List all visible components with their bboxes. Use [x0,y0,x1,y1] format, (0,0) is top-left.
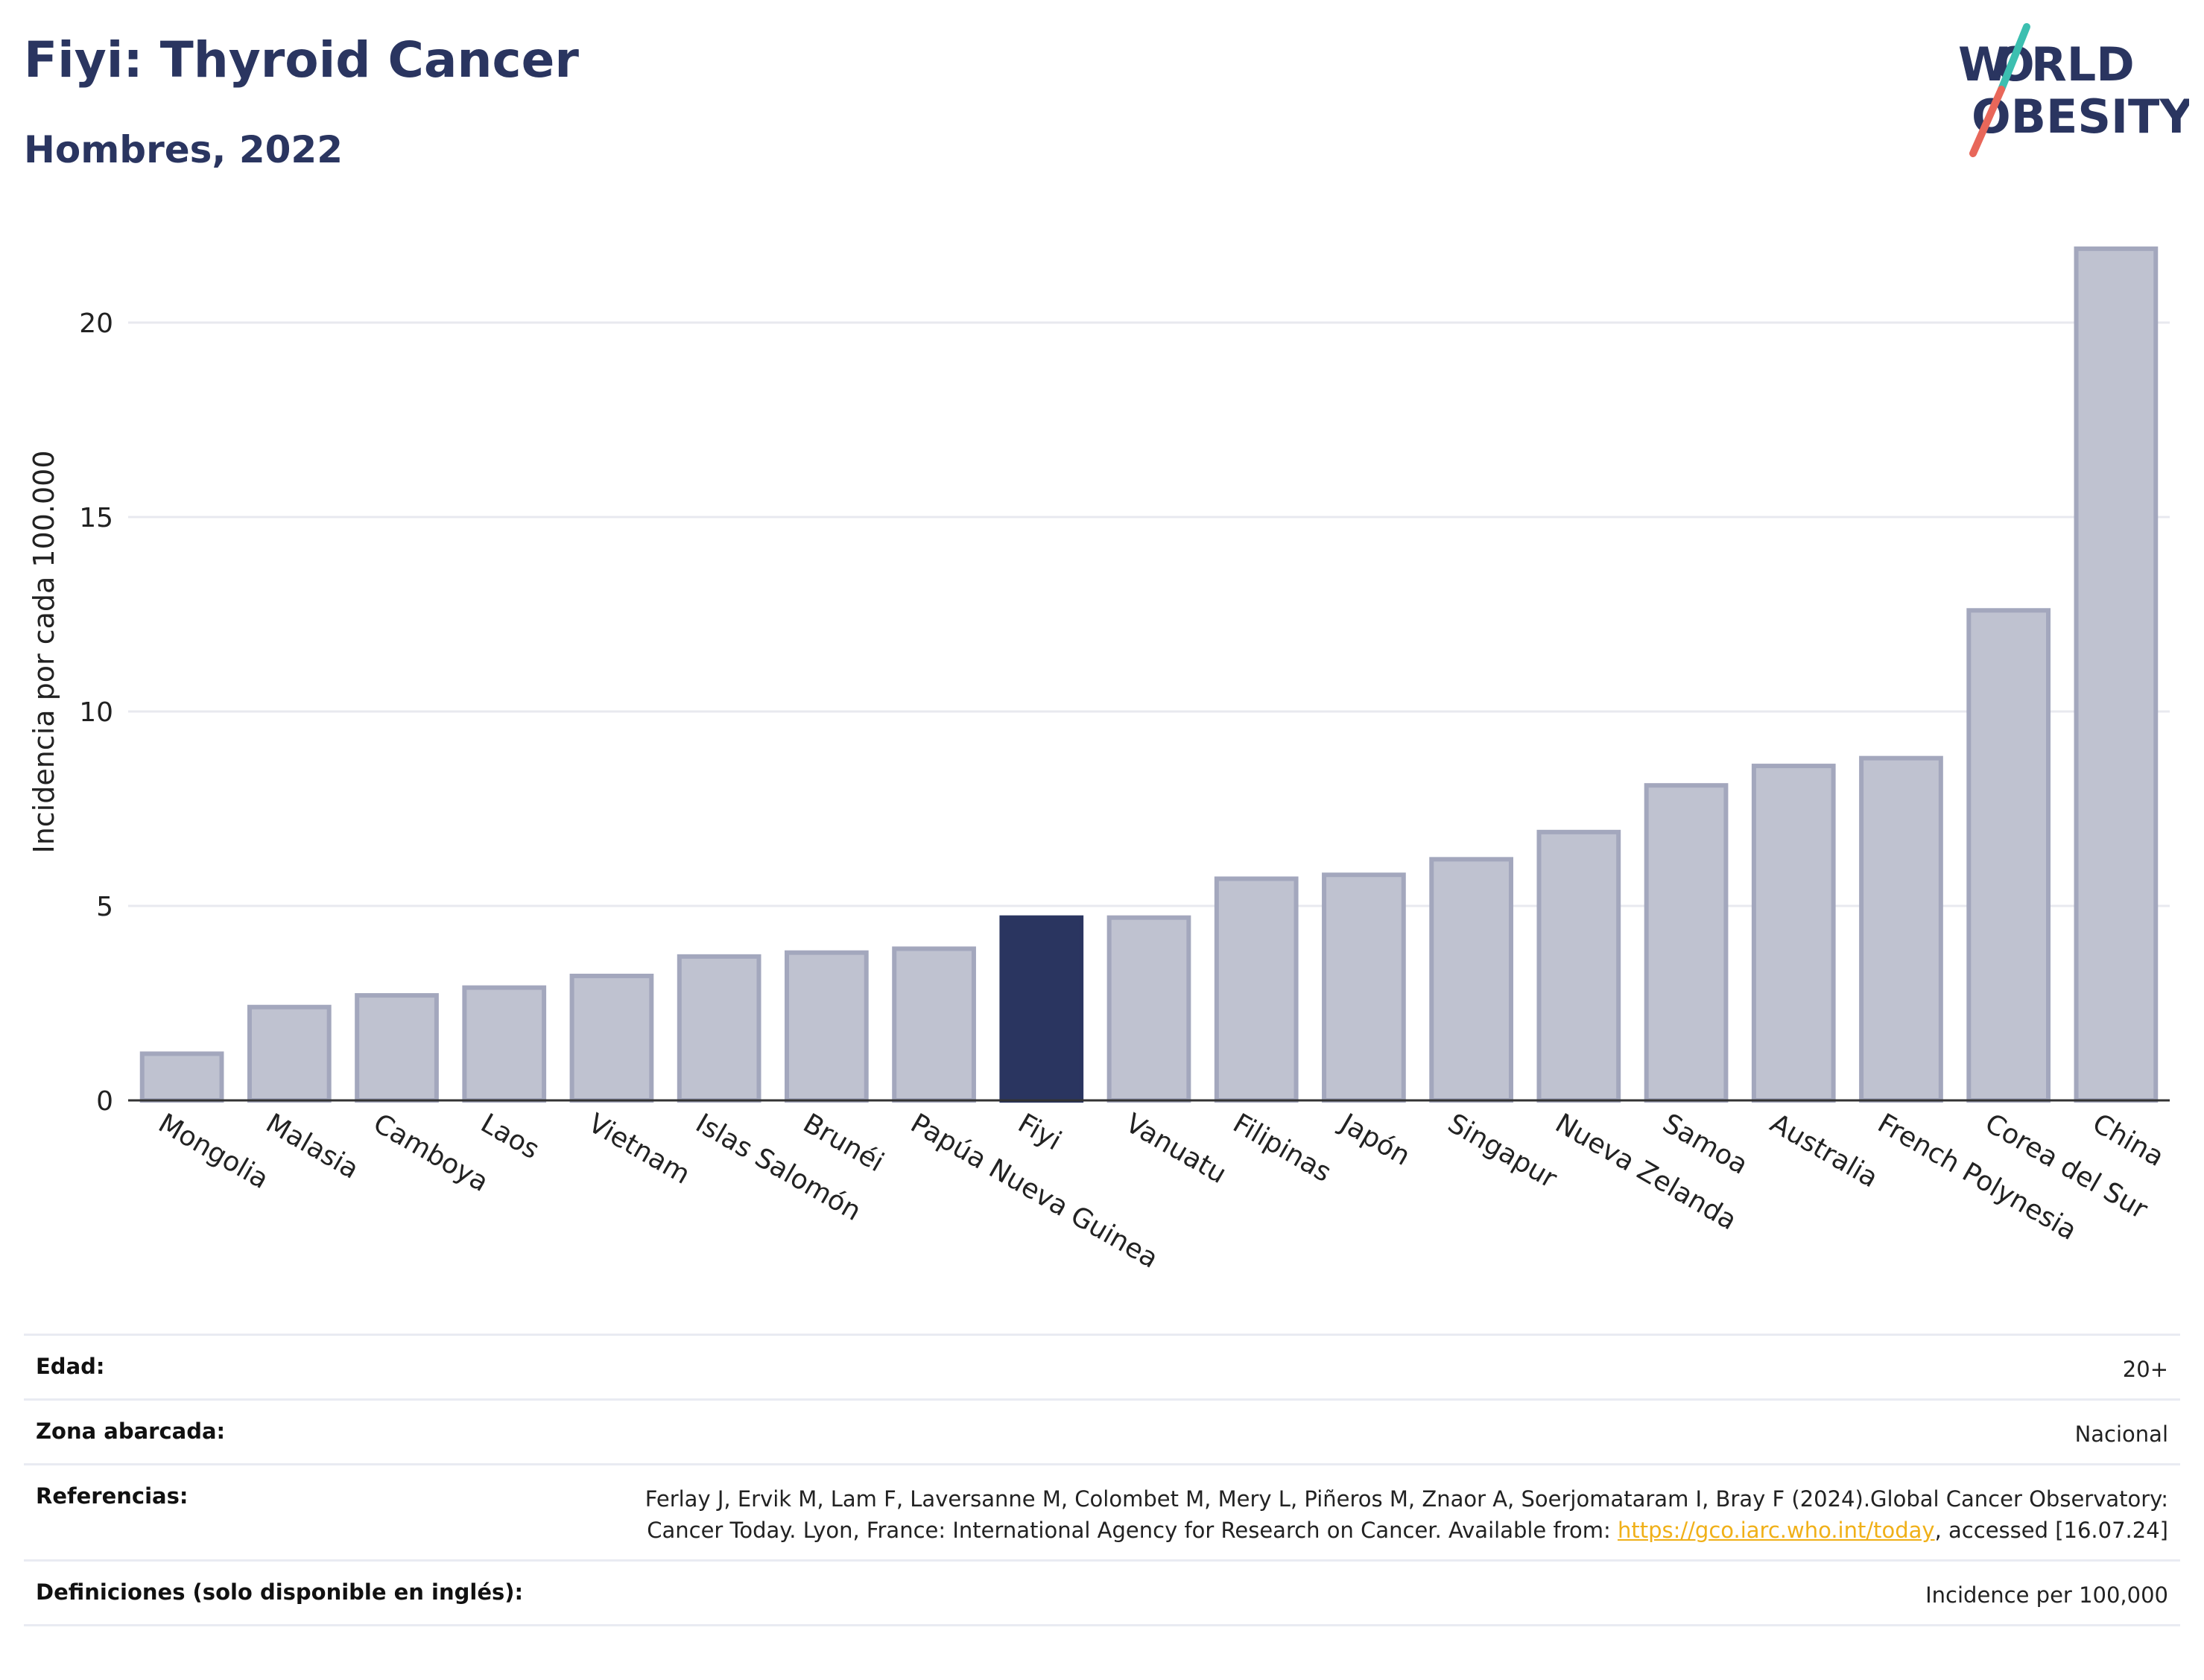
bar-filipinas [1214,876,1299,1103]
x-tick-label: Filipinas [1228,1108,1337,1188]
references-accessed: , accessed [16.07.24] [1934,1518,2168,1543]
grid-lines [128,321,2170,907]
x-tick-label: Australia [1765,1108,1883,1194]
svg-text:RLD: RLD [2031,37,2135,92]
page-title: Fiyi: Thyroid Cancer [24,31,579,89]
x-tick-label: Malasia [261,1108,364,1185]
age-value: 20+ [2122,1357,2168,1382]
bar-mongolia [139,1051,224,1103]
bar-french-polynesia [1859,755,1943,1103]
definitions-label: Definiciones (solo disponible en inglés)… [36,1579,524,1605]
x-tick-label: Vanuatu [1121,1108,1232,1190]
x-tick-label: French Polynesia [1872,1108,2082,1246]
bar-papúa-nueva-guinea [892,946,976,1103]
x-tick-label: Camboya [368,1108,493,1198]
x-tick-label: Nueva Zelanda [1550,1108,1741,1236]
y-axis-label: Incidencia por cada 100.000 [28,450,60,853]
x-tick-label: Brunéi [798,1108,889,1178]
page-subtitle: Hombres, 2022 [24,128,343,171]
bar-islas-salomón [677,954,761,1103]
x-tick-label: Japón [1334,1107,1415,1172]
y-tick-label: 10 [79,697,113,728]
bar-brunéi [785,950,869,1103]
bar-fiyi [999,915,1084,1103]
bar-nueva-zelanda [1536,829,1621,1103]
x-tick-label: Mongolia [153,1108,274,1195]
meta-row-definitions: Definiciones (solo disponible en inglés)… [24,1559,2180,1626]
world-obesity-logo: W O RLD OBESITY [1958,23,2189,157]
bar-australia [1751,764,1836,1103]
bar-vietnam [569,973,654,1103]
meta-row-references: Referencias: Ferlay J, Ervik M, Lam F, L… [24,1463,2180,1559]
x-tick-label: China [2087,1108,2169,1173]
metadata-table: Edad: 20+ Zona abarcada: Nacional Refere… [24,1334,2180,1626]
bars [139,246,2159,1103]
x-tick-label: Laos [475,1108,544,1165]
bar-japón [1322,872,1406,1103]
y-tick-label: 5 [96,892,113,922]
y-tick-label: 15 [79,503,113,533]
zone-label: Zona abarcada: [36,1419,226,1444]
bar-malasia [247,1004,332,1103]
x-tick-label: Singapur [1443,1108,1562,1194]
y-tick-label: 0 [96,1086,113,1117]
bar-laos [462,985,547,1103]
meta-row-age: Edad: 20+ [24,1334,2180,1398]
references-link[interactable]: https://gco.iarc.who.int/today [1617,1518,1935,1543]
references-label: Referencias: [36,1483,189,1509]
bar-samoa [1644,783,1729,1103]
definitions-value: Incidence per 100,000 [1925,1582,2168,1608]
age-label: Edad: [36,1354,105,1379]
y-tick-label: 20 [79,308,113,339]
x-tick-label: Vietnam [583,1108,694,1191]
references-value: Ferlay J, Ervik M, Lam F, Laversanne M, … [641,1483,2168,1546]
x-tick-label: Fiyi [1013,1108,1066,1156]
bar-corea-del-sur [1966,608,2051,1103]
references-text: Ferlay J, Ervik M, Lam F, Laversanne M, … [645,1486,2168,1543]
svg-text:OBESITY: OBESITY [1972,89,2189,144]
bar-singapur [1429,857,1513,1103]
zone-value: Nacional [2074,1421,2168,1447]
bar-china [2074,246,2159,1103]
meta-row-zone: Zona abarcada: Nacional [24,1398,2180,1463]
bar-camboya [355,993,439,1103]
bar-vanuatu [1106,915,1191,1103]
